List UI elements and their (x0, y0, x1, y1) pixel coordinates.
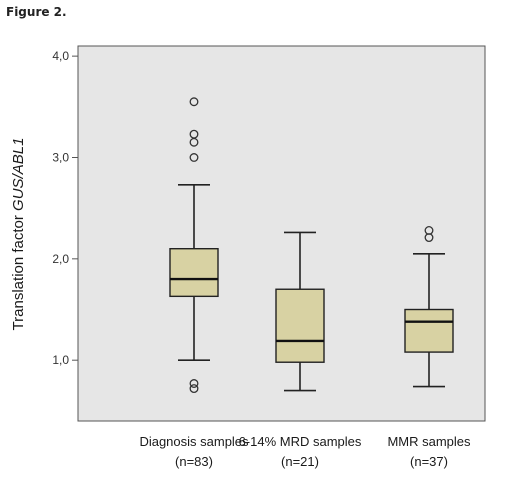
iqr-box (169, 248, 219, 298)
x-axis-labels: Diagnosis samples (n=83) 6-14% MRD samples… (139, 434, 471, 469)
y-axis: 1,0 2,0 3,0 4,0 (52, 49, 78, 367)
boxes (169, 97, 454, 394)
category-label: 6-14% MRD samples (239, 434, 362, 449)
iqr-box (275, 288, 325, 363)
y-tick-label: 4,0 (52, 49, 69, 63)
box-group (404, 226, 454, 388)
outlier-point (424, 226, 434, 235)
y-axis-label-plain: Translation factor (10, 211, 27, 331)
figure-title: Figure 2. (6, 5, 67, 19)
box-group (169, 97, 219, 394)
category-n-label: (n=37) (410, 454, 448, 469)
category-n-label: (n=83) (175, 454, 213, 469)
outlier-point (189, 97, 199, 107)
plot-area (77, 45, 486, 422)
category-label: Diagnosis samples (139, 434, 249, 449)
y-axis-label: Translation factor GUS/ABL1 (10, 138, 27, 331)
y-axis-label-italic: GUS/ABL1 (10, 138, 27, 211)
y-tick-label: 1,0 (52, 353, 69, 367)
iqr-box (404, 308, 454, 353)
outlier-point (189, 153, 199, 162)
box-group (275, 231, 325, 392)
y-tick-label: 3,0 (52, 150, 69, 164)
outlier-point (189, 129, 199, 139)
y-tick-label: 2,0 (52, 252, 69, 266)
outlier-point (189, 379, 199, 388)
outlier-point (189, 384, 199, 394)
category-label: MMR samples (387, 434, 471, 449)
category-n-label: (n=21) (281, 454, 319, 469)
